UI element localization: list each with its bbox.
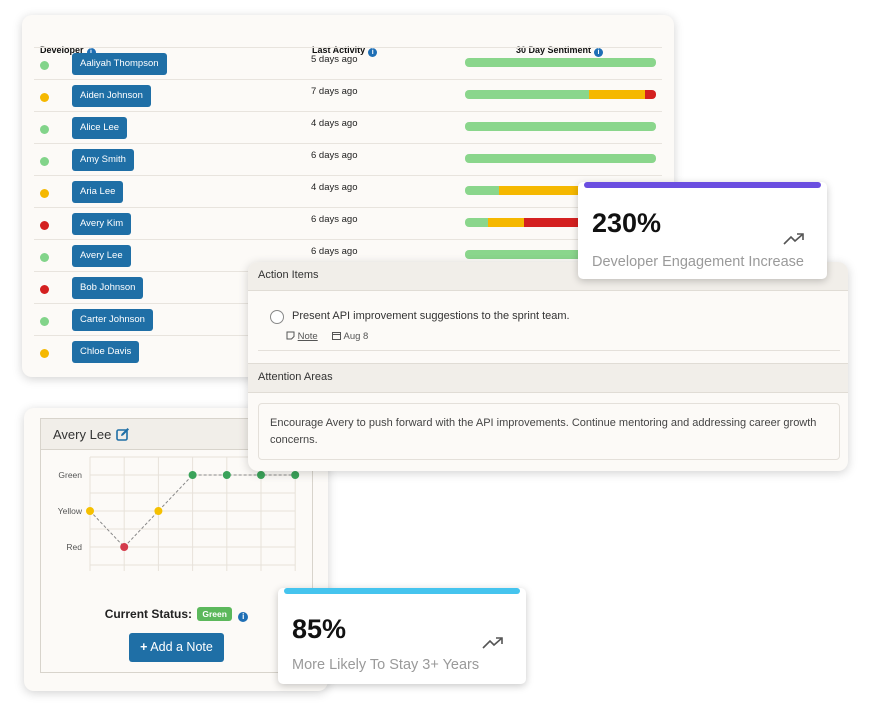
sentiment-header: 30 Day Sentiment i bbox=[516, 45, 604, 57]
status-dot bbox=[40, 221, 49, 230]
last-activity: 7 days ago bbox=[311, 86, 358, 97]
status-dot bbox=[40, 93, 49, 102]
table-row: Avery Kim 6 days ago bbox=[34, 207, 662, 240]
info-icon[interactable]: i bbox=[368, 48, 378, 57]
add-note-button[interactable]: + Add a Note bbox=[129, 633, 224, 662]
note-link[interactable]: Note bbox=[297, 331, 318, 342]
data-point bbox=[222, 471, 231, 479]
developer-button[interactable]: Alice Lee bbox=[72, 117, 128, 139]
last-activity: 4 days ago bbox=[311, 118, 358, 129]
developer-button[interactable]: Aaliyah Thompson bbox=[72, 53, 167, 75]
divider bbox=[258, 350, 840, 351]
status-history-chart: Green Yellow Red bbox=[58, 456, 300, 571]
edit-icon[interactable] bbox=[116, 427, 130, 441]
profile-panel: Avery Lee Green Yellow Red Current Status:… bbox=[40, 418, 313, 673]
plus-icon: + bbox=[140, 640, 148, 654]
sentiment-bar bbox=[465, 250, 656, 259]
attention-areas-header: Attention Areas bbox=[248, 363, 848, 393]
sentiment-bar bbox=[465, 90, 656, 99]
table-row: Amy Smith 6 days ago bbox=[34, 143, 662, 176]
info-icon[interactable]: i bbox=[86, 48, 96, 57]
accent-bar bbox=[584, 182, 821, 188]
developer-button[interactable]: Aiden Johnson bbox=[72, 85, 151, 107]
calendar-icon bbox=[332, 332, 342, 340]
sentiment-bar bbox=[465, 154, 656, 163]
table-row: Aria Lee 4 days ago bbox=[34, 175, 662, 208]
status-dot bbox=[40, 317, 49, 326]
table-row: Aaliyah Thompson 5 days ago bbox=[34, 47, 662, 80]
task-date: Aug 8 bbox=[343, 331, 369, 342]
developer-header: Developeri bbox=[40, 45, 96, 57]
developer-button[interactable]: Amy Smith bbox=[72, 149, 134, 171]
status-badge: Green bbox=[197, 607, 232, 621]
developer-button[interactable]: Carter Johnson bbox=[72, 309, 153, 331]
sentiment-bar bbox=[465, 58, 656, 67]
status-dot bbox=[40, 125, 49, 134]
trending-up-icon bbox=[482, 637, 503, 649]
y-tick-label: Red bbox=[66, 542, 82, 552]
sentiment-bar bbox=[465, 122, 656, 131]
data-point bbox=[120, 543, 129, 551]
stat-label: Developer Engagement Increase bbox=[592, 254, 804, 270]
stat-value: 230% bbox=[592, 208, 662, 238]
last-activity-header: Last Activity i bbox=[312, 45, 378, 57]
profile-name: Avery Lee bbox=[53, 427, 112, 442]
developer-button[interactable]: Chloe Davis bbox=[72, 341, 140, 363]
info-icon[interactable]: i bbox=[594, 48, 604, 57]
status-dot bbox=[40, 349, 49, 358]
developer-button[interactable]: Avery Kim bbox=[72, 213, 132, 235]
trending-up-icon bbox=[783, 233, 804, 245]
status-dot bbox=[40, 253, 49, 262]
accent-bar bbox=[284, 588, 520, 594]
stat-value: 85% bbox=[292, 614, 347, 644]
table-row: Avery Lee 6 days ago bbox=[34, 239, 662, 272]
status-dot bbox=[40, 61, 49, 70]
data-point bbox=[188, 471, 197, 479]
table-row: Aiden Johnson 7 days ago bbox=[34, 79, 662, 112]
status-dot bbox=[40, 157, 49, 166]
last-activity: 6 days ago bbox=[311, 214, 358, 225]
sentiment-segment bbox=[487, 218, 525, 227]
sentiment-segment bbox=[499, 186, 656, 195]
y-tick-label: Green bbox=[58, 470, 82, 480]
developer-button[interactable]: Avery Lee bbox=[72, 245, 131, 267]
data-point bbox=[257, 471, 265, 479]
data-point bbox=[291, 471, 300, 479]
attention-text-box: Encourage Avery to push forward with the… bbox=[258, 403, 840, 460]
task-checkbox[interactable] bbox=[270, 310, 284, 324]
action-items-card: Action Items Present API improvement sug… bbox=[248, 262, 848, 471]
note-icon bbox=[286, 331, 295, 340]
retention-stat-card: 85% More Likely To Stay 3+ Years bbox=[278, 588, 526, 684]
sentiment-segment bbox=[465, 122, 656, 131]
developer-button[interactable]: Aria Lee bbox=[72, 181, 124, 203]
developer-button[interactable]: Bob Johnson bbox=[72, 277, 144, 299]
status-dot bbox=[40, 285, 49, 294]
sentiment-segment bbox=[465, 186, 500, 195]
sentiment-segment bbox=[465, 90, 590, 99]
task-meta: Note Aug 8 bbox=[286, 331, 368, 342]
sentiment-segment bbox=[644, 90, 656, 99]
last-activity: 6 days ago bbox=[311, 246, 358, 257]
sentiment-segment bbox=[465, 250, 656, 259]
current-status: Current Status: Green i bbox=[41, 607, 312, 622]
sentiment-segment bbox=[465, 154, 656, 163]
table-row: Alice Lee 4 days ago bbox=[34, 111, 662, 144]
stat-label: More Likely To Stay 3+ Years bbox=[292, 657, 480, 673]
info-icon[interactable]: i bbox=[238, 612, 249, 622]
sentiment-segment bbox=[589, 90, 645, 99]
task-text: Present API improvement suggestions to t… bbox=[292, 310, 570, 322]
data-point bbox=[154, 507, 163, 515]
last-activity: 5 days ago bbox=[311, 54, 358, 65]
last-activity: 4 days ago bbox=[311, 182, 358, 193]
y-tick-label: Yellow bbox=[58, 506, 83, 516]
engagement-stat-card: 230% Developer Engagement Increase bbox=[578, 182, 827, 279]
sentiment-bar bbox=[465, 186, 656, 195]
sentiment-segment bbox=[465, 218, 488, 227]
status-dot bbox=[40, 189, 49, 198]
last-activity: 6 days ago bbox=[311, 150, 358, 161]
data-point bbox=[86, 507, 94, 515]
sentiment-segment bbox=[465, 58, 656, 67]
